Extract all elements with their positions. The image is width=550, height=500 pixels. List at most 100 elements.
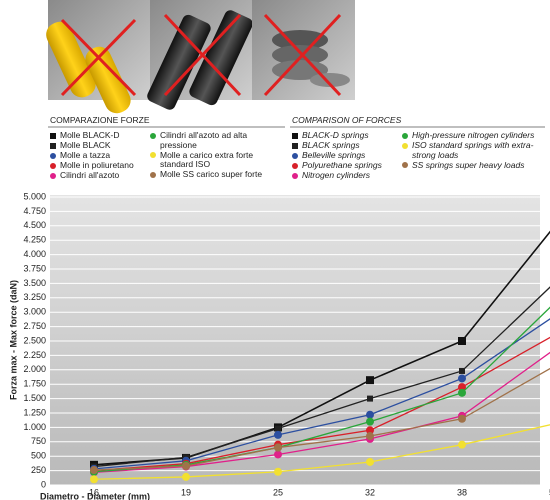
legend-swatch bbox=[402, 162, 408, 168]
legend-swatch bbox=[50, 132, 56, 139]
y-tick-label: 2.250 bbox=[23, 350, 46, 360]
y-tick-label: 3.750 bbox=[23, 263, 46, 273]
point bbox=[459, 367, 465, 374]
x-tick-label: 38 bbox=[457, 487, 467, 497]
point bbox=[366, 432, 374, 441]
point bbox=[90, 475, 98, 484]
legend-item: High-pressure nitrogen cylinders bbox=[402, 130, 547, 141]
legend-header: COMPARISON OF FORCES bbox=[292, 115, 402, 125]
legend-item: Molle in poliuretano bbox=[50, 160, 148, 171]
legend: Molle BLACK-D Molle BLACK Molle a tazza Mol… bbox=[50, 130, 148, 181]
legend-swatch bbox=[150, 152, 156, 158]
x-tick-label: 25 bbox=[273, 487, 283, 497]
legend-label: BLACK springs bbox=[302, 140, 360, 150]
legend-label: Belleville springs bbox=[302, 150, 366, 160]
point bbox=[458, 414, 466, 423]
legend: High-pressure nitrogen cylinders ISO stan… bbox=[402, 130, 547, 171]
y-tick-label: 1.750 bbox=[23, 379, 46, 389]
y-tick-label: 2.500 bbox=[23, 335, 46, 345]
legend-label: Molle a tazza bbox=[60, 150, 111, 160]
y-tick-label: 5.000 bbox=[23, 191, 46, 201]
y-tick-label: 1.250 bbox=[23, 407, 46, 417]
legend-item: Molle BLACK bbox=[50, 140, 148, 151]
point bbox=[458, 388, 466, 397]
legend-swatch bbox=[50, 152, 56, 159]
y-tick-label: 4.500 bbox=[23, 220, 46, 230]
point bbox=[182, 461, 190, 470]
y-tick-label: 0 bbox=[41, 479, 46, 489]
legend-label: ISO standard springs with extra-strong l… bbox=[412, 140, 534, 160]
legend-item: Molle SS carico super forte bbox=[150, 169, 285, 180]
point bbox=[366, 410, 374, 419]
y-tick-label: 2.750 bbox=[23, 321, 46, 331]
series-line bbox=[93, 351, 550, 473]
legend-swatch bbox=[402, 142, 408, 149]
legend-swatch bbox=[150, 132, 156, 139]
legend-label: SS springs super heavy loads bbox=[412, 159, 525, 170]
legend-item: Molle a tazza bbox=[50, 150, 148, 161]
legend-item: Cilindri all'azoto ad alta pressione bbox=[150, 130, 285, 150]
legend-item: SS springs super heavy loads bbox=[402, 159, 547, 171]
series-line bbox=[93, 306, 550, 473]
y-tick-label: 3.000 bbox=[23, 307, 46, 317]
series-line bbox=[93, 286, 550, 468]
legend-swatch bbox=[292, 132, 298, 139]
point bbox=[458, 440, 466, 449]
y-tick-label: 4.750 bbox=[23, 206, 46, 216]
legend-item: Polyurethane springs bbox=[292, 160, 400, 171]
legend-swatch bbox=[292, 172, 298, 179]
legend-label: Nitrogen cylinders bbox=[302, 170, 371, 180]
legend-swatch bbox=[50, 162, 56, 169]
x-tick-label: 32 bbox=[365, 487, 375, 497]
point bbox=[366, 426, 374, 435]
y-tick-label: 500 bbox=[31, 451, 46, 461]
point bbox=[366, 457, 374, 466]
legend-label: Cilindri all'azoto ad alta pressione bbox=[160, 130, 248, 150]
legend-label: Cilindri all'azoto bbox=[60, 170, 120, 180]
x-tick-label: 16 bbox=[89, 487, 99, 497]
y-tick-label: 3.250 bbox=[23, 292, 46, 302]
legend-item: Molle BLACK-D bbox=[50, 130, 148, 141]
legend-swatch bbox=[402, 132, 408, 139]
point bbox=[182, 472, 190, 481]
point bbox=[458, 374, 466, 383]
y-tick-label: 750 bbox=[31, 436, 46, 446]
legend-label: Molle a carico extra forte standard ISO bbox=[160, 149, 254, 169]
point bbox=[274, 450, 282, 459]
legend-label: Molle BLACK-D bbox=[60, 130, 120, 140]
legend-label: Polyurethane springs bbox=[302, 160, 382, 170]
legend-item: ISO standard springs with extra-strong l… bbox=[402, 140, 547, 160]
legend-swatch bbox=[292, 142, 298, 149]
legend-label: BLACK-D springs bbox=[302, 130, 369, 140]
legend-swatch bbox=[292, 152, 298, 159]
legend-swatch bbox=[150, 171, 156, 178]
legend-swatch bbox=[50, 142, 56, 149]
y-axis-label: Forza max - Max force (daN) bbox=[8, 280, 18, 400]
x-tick-label: 50 bbox=[549, 487, 550, 497]
y-tick-label: 1.500 bbox=[23, 393, 46, 403]
y-tick-label: 4.000 bbox=[23, 249, 46, 259]
point bbox=[458, 383, 466, 392]
point bbox=[458, 337, 466, 345]
legend-label: Molle in poliuretano bbox=[60, 160, 134, 170]
legend-label: Molle BLACK bbox=[60, 140, 111, 150]
legend-item: BLACK springs bbox=[292, 140, 400, 151]
legend-item: Cilindri all'azoto bbox=[50, 170, 148, 181]
series-line bbox=[93, 367, 550, 471]
x-axis-label: Diametro - Diameter (mm) bbox=[40, 491, 150, 500]
y-tick-label: 3.500 bbox=[23, 278, 46, 288]
legend-item: Molle a carico extra forte standard ISO bbox=[150, 149, 285, 170]
series-line bbox=[93, 424, 550, 480]
legend-item: Belleville springs bbox=[292, 150, 400, 161]
legend-item: BLACK-D springs bbox=[292, 130, 400, 141]
legend-swatch bbox=[292, 162, 298, 169]
y-tick-label: 1.000 bbox=[23, 422, 46, 432]
photos bbox=[46, 0, 355, 114]
legend-swatch bbox=[50, 172, 56, 179]
legend-label: High-pressure nitrogen cylinders bbox=[412, 130, 535, 140]
y-tick-label: 4.250 bbox=[23, 235, 46, 245]
point bbox=[274, 443, 282, 452]
point bbox=[274, 467, 282, 476]
